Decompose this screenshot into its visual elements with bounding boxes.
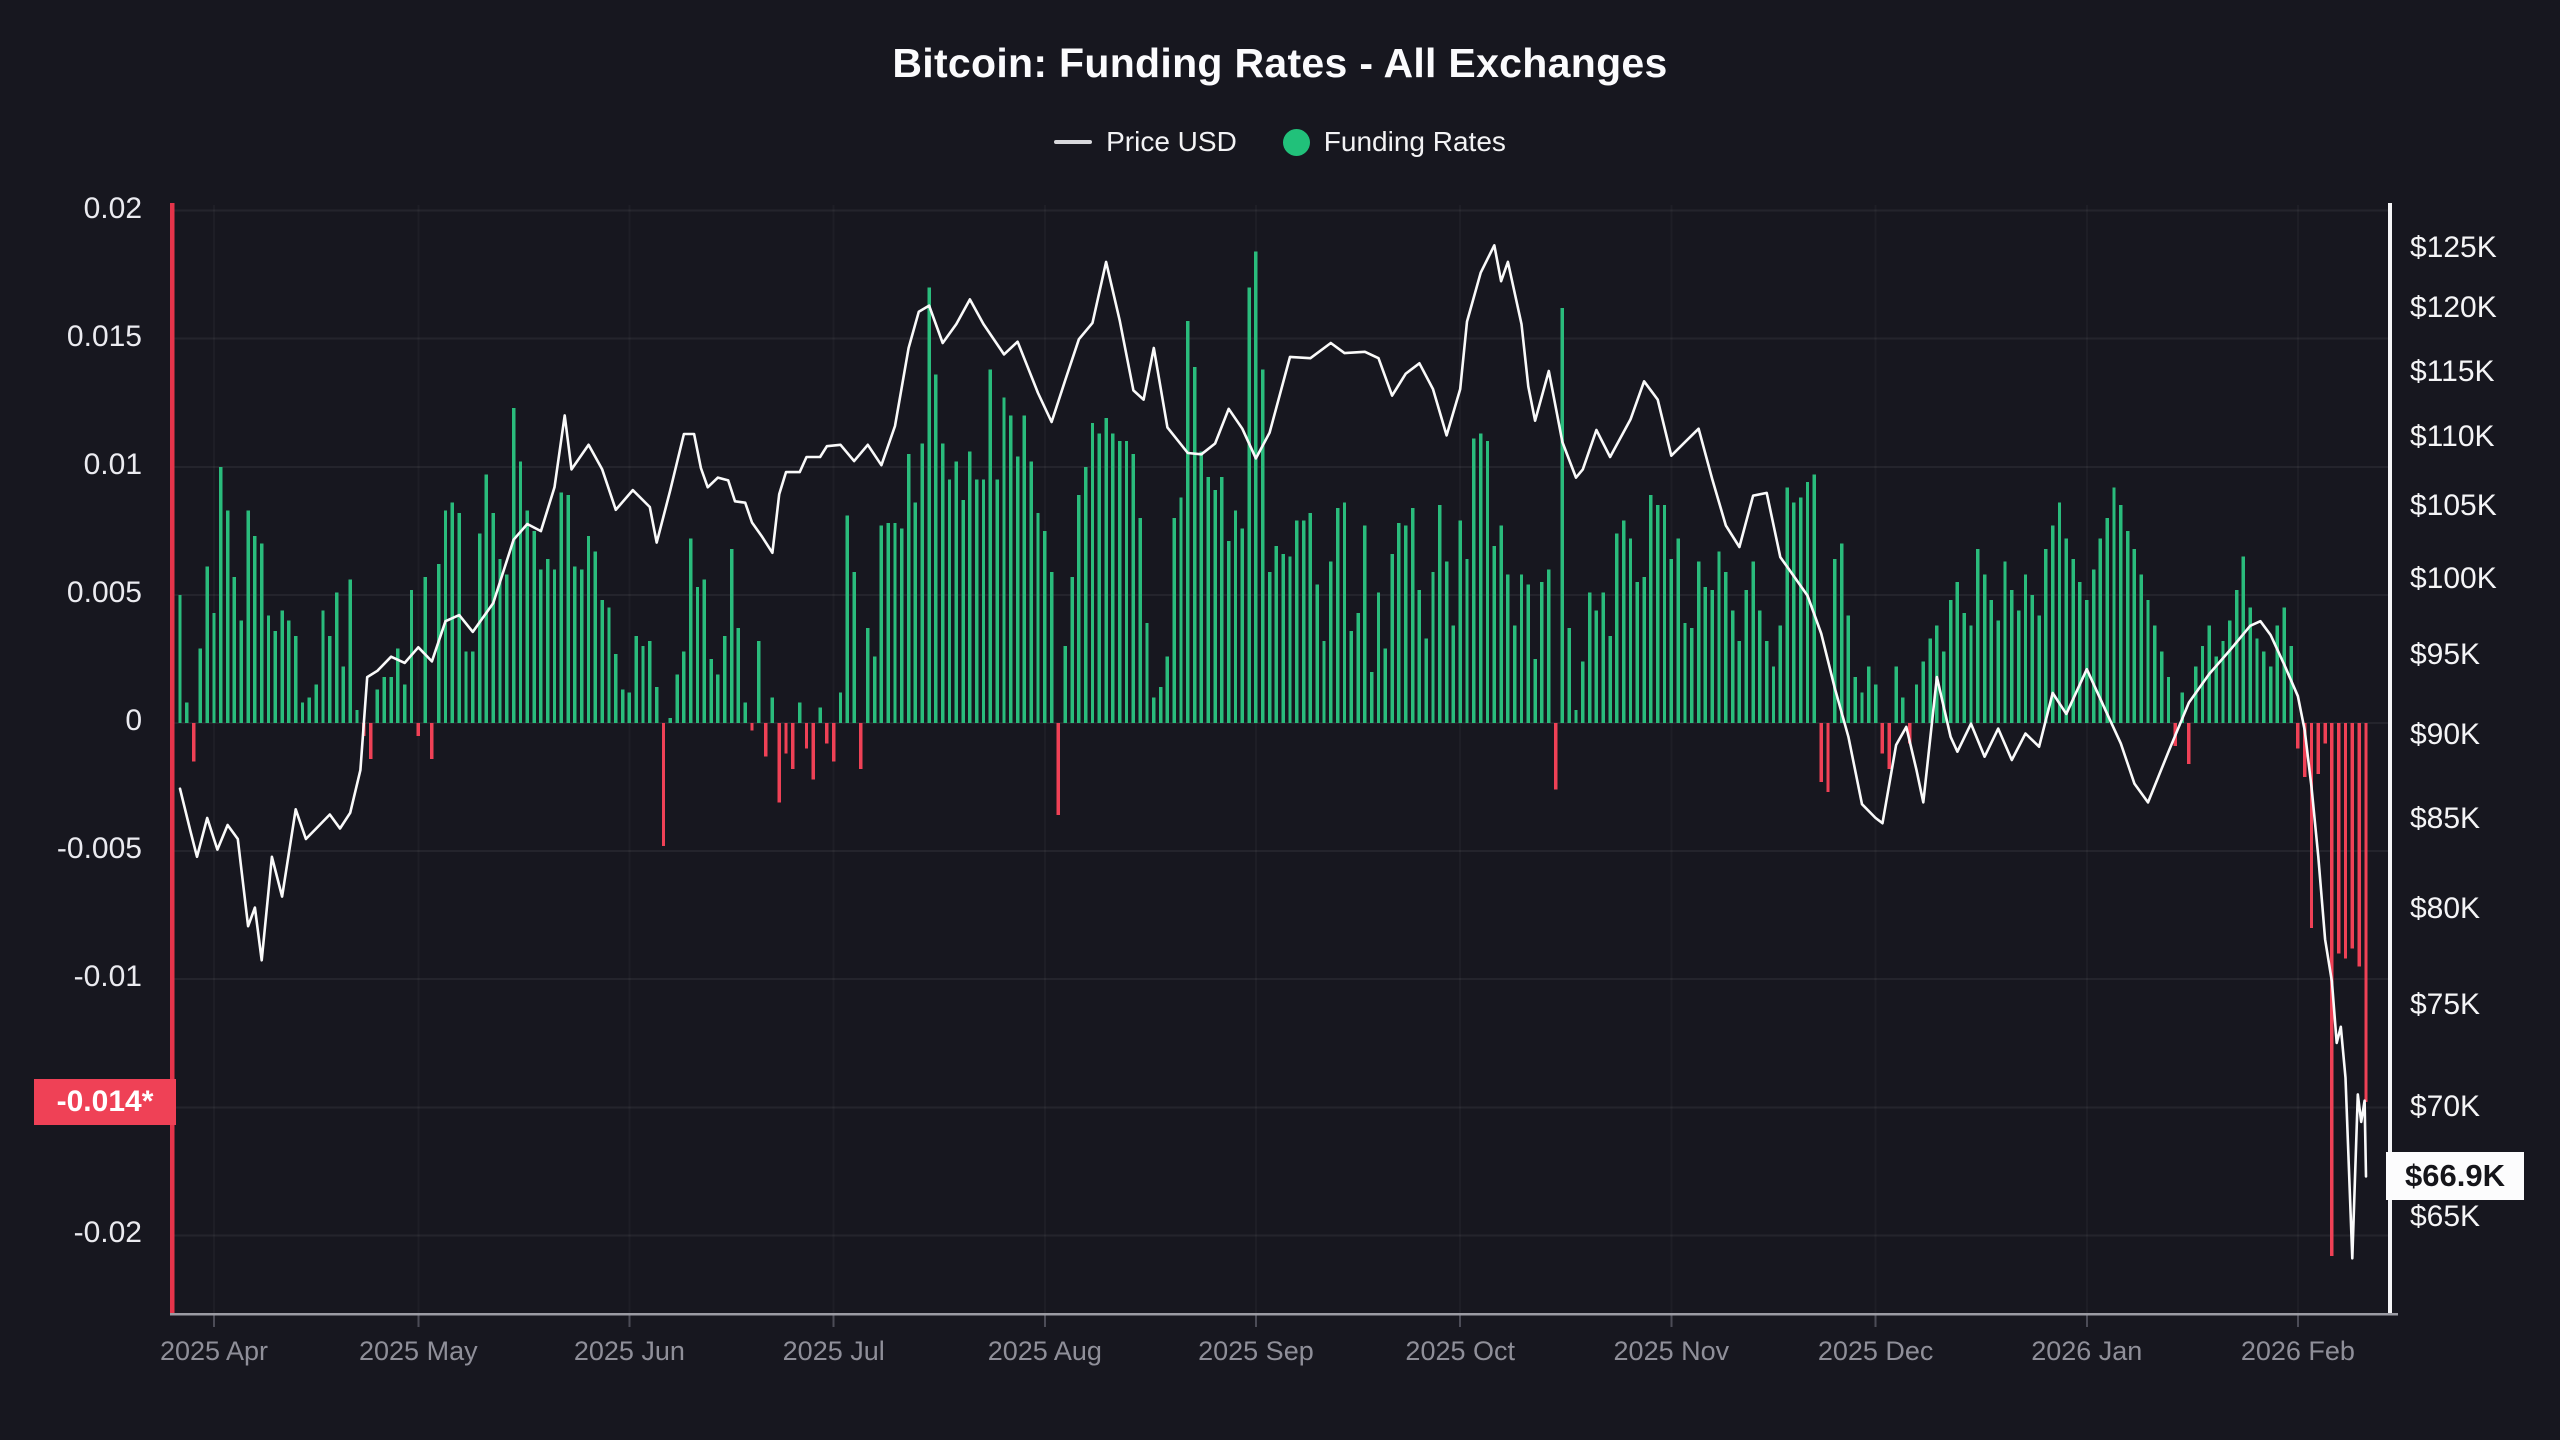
- chart-title: Bitcoin: Funding Rates - All Exchanges: [892, 40, 1668, 86]
- legend-funding-label: Funding Rates: [1323, 126, 1506, 157]
- legend-item-funding[interactable]: Funding Rates: [1282, 126, 1506, 158]
- current-price-badge: $66.9K: [2386, 1152, 2524, 1201]
- price-line-marker-icon: [1054, 140, 1093, 144]
- funding-dot-marker-icon: [1282, 128, 1310, 156]
- legend: Price USD Funding Rates: [0, 126, 2560, 158]
- current-funding-badge: -0.014*: [34, 1079, 176, 1126]
- legend-price-label: Price USD: [1106, 126, 1237, 157]
- legend-item-price[interactable]: Price USD: [1054, 126, 1237, 158]
